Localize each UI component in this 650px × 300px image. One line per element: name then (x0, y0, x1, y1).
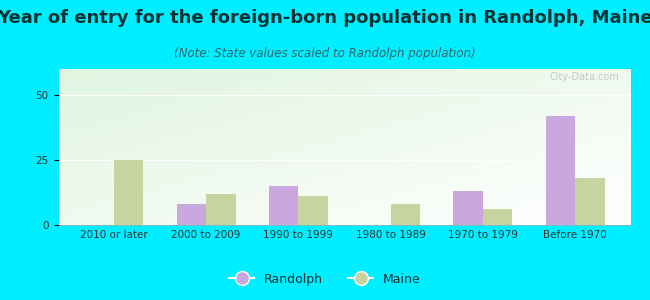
Text: Year of entry for the foreign-born population in Randolph, Maine: Year of entry for the foreign-born popul… (0, 9, 650, 27)
Bar (114, 160, 144, 225)
Bar (483, 209, 512, 225)
Bar (391, 204, 420, 225)
Bar (206, 194, 236, 225)
Bar (298, 196, 328, 225)
Bar (177, 204, 206, 225)
Bar (453, 191, 483, 225)
Legend: Randolph, Maine: Randolph, Maine (224, 268, 426, 291)
Bar (575, 178, 604, 225)
Text: (Note: State values scaled to Randolph population): (Note: State values scaled to Randolph p… (174, 46, 476, 59)
Bar (545, 116, 575, 225)
Text: City-Data.com: City-Data.com (549, 72, 619, 82)
Bar (269, 186, 298, 225)
